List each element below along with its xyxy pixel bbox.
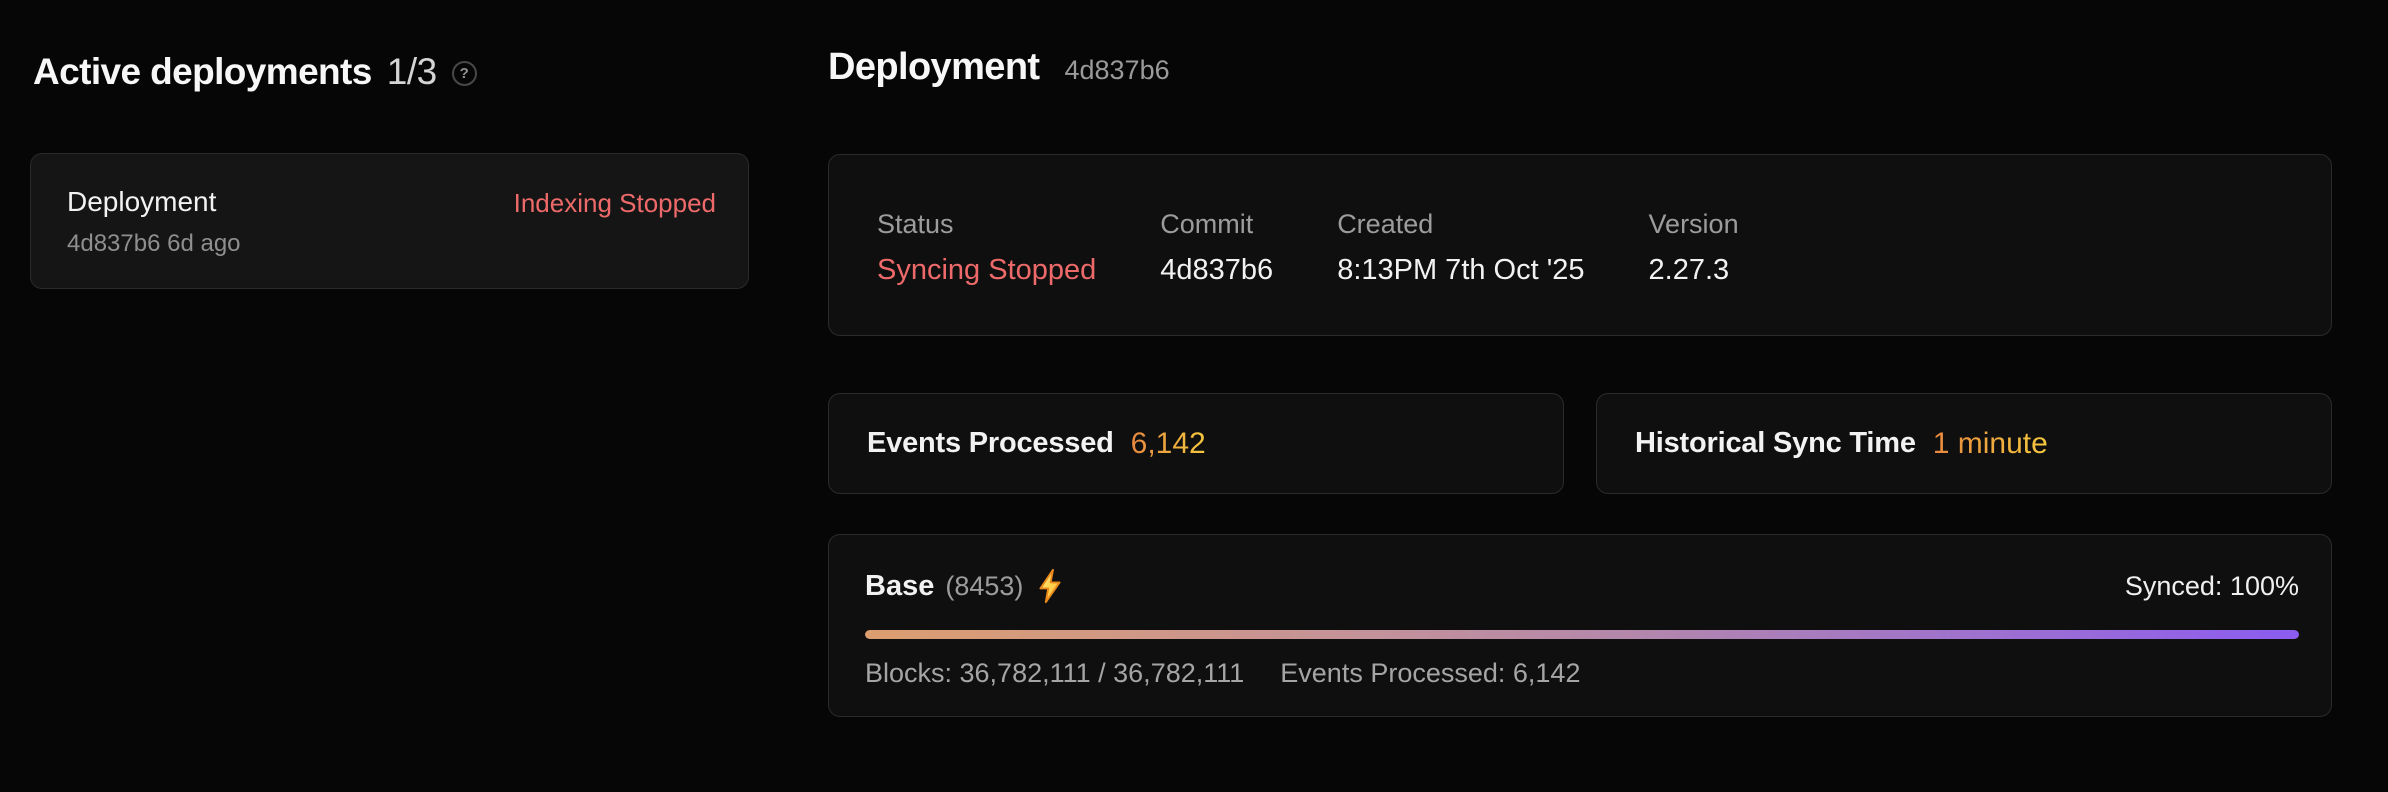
overview-label: Commit — [1160, 209, 1254, 239]
overview-version-value: 2.27.3 — [1648, 254, 1730, 286]
help-icon[interactable]: ? — [451, 61, 477, 86]
historical-sync-time-label: Historical Sync Time — [1635, 427, 1916, 459]
deployment-list-item-top: Deployment Indexing Stopped — [67, 186, 716, 219]
deployment-detail-title: Deployment — [828, 46, 1040, 88]
historical-sync-time-card: Historical Sync Time 1 minute — [1596, 393, 2332, 494]
blocks-stat: Blocks: 36,782,111 / 36,782,111 — [865, 658, 1245, 688]
chain-name: Base — [865, 569, 935, 602]
overview-label: Version — [1648, 209, 1739, 239]
overview-created-column: Created 8:13PM 7th Oct '25 — [1337, 209, 1584, 335]
chain-stats-row: Blocks: 36,782,111 / 36,782,111 Events P… — [865, 658, 2299, 689]
deployment-commit-hash: 4d837b6 — [1064, 55, 1170, 85]
chain-sync-card: Base (8453) Syn — [828, 534, 2332, 717]
deployment-status-badge: Indexing Stopped — [513, 188, 716, 218]
active-deployments-panel: Active deployments 1/3 ? Deployment Inde… — [30, 40, 749, 792]
deployment-meta: 4d837b6 6d ago — [67, 230, 241, 257]
overview-status-value: Syncing Stopped — [877, 254, 1097, 286]
events-stat: Events Processed: 6,142 — [1280, 658, 1581, 688]
chain-id: (8453) — [945, 570, 1024, 601]
metrics-row: Events Processed 6,142 Historical Sync T… — [828, 393, 2332, 494]
lightning-bolt-icon — [1036, 568, 1064, 604]
active-deployments-header: Active deployments 1/3 ? — [33, 48, 749, 96]
overview-created-value: 8:13PM 7th Oct '25 — [1337, 254, 1585, 286]
historical-sync-time-value: 1 minute — [1932, 426, 2048, 460]
sync-progress-fill — [865, 630, 2299, 639]
overview-commit-value: 4d837b6 — [1160, 254, 1274, 286]
overview-commit-column: Commit 4d837b6 — [1160, 209, 1273, 335]
deployment-detail-header: Deployment 4d837b6 — [828, 46, 2332, 96]
events-processed-value: 6,142 — [1130, 426, 1206, 460]
events-processed-card: Events Processed 6,142 — [828, 393, 1564, 494]
sync-progress-bar — [865, 630, 2299, 639]
deployment-detail-panel: Deployment 4d837b6 Status Syncing Stoppe… — [828, 40, 2332, 792]
overview-version-column: Version 2.27.3 — [1649, 209, 1739, 335]
overview-status-column: Status Syncing Stopped — [877, 209, 1096, 335]
events-processed-label: Events Processed — [867, 427, 1114, 459]
active-deployments-count: 1/3 — [386, 51, 437, 92]
synced-percent-label: Synced: 100% — [2124, 570, 2299, 601]
deployment-list-item[interactable]: Deployment Indexing Stopped 4d837b6 6d a… — [30, 153, 749, 289]
overview-label: Created — [1337, 209, 1434, 239]
chain-sync-header: Base (8453) Syn — [865, 568, 2299, 604]
overview-label: Status — [877, 209, 954, 239]
deployment-overview-card: Status Syncing Stopped Commit 4d837b6 Cr… — [828, 154, 2332, 336]
deployment-name: Deployment — [67, 186, 217, 217]
active-deployments-title: Active deployments — [33, 51, 372, 92]
